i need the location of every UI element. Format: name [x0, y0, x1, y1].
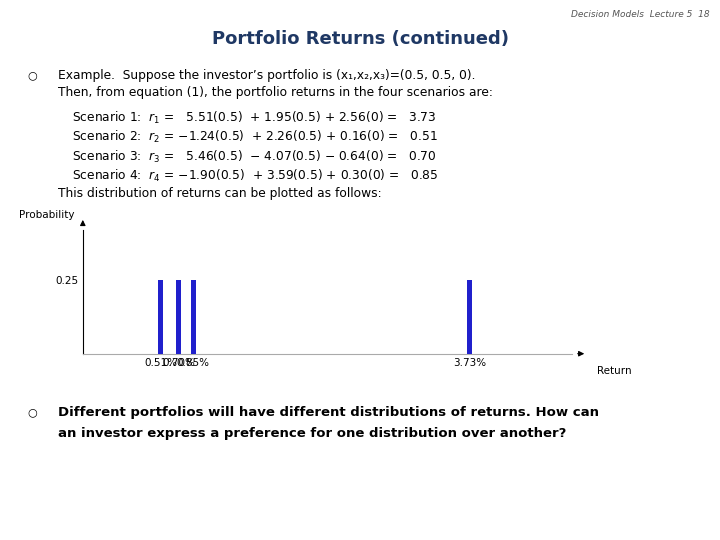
Text: Then, from equation (1), the portfolio returns in the four scenarios are:: Then, from equation (1), the portfolio r… [58, 86, 492, 99]
Text: Portfolio Returns (continued): Portfolio Returns (continued) [212, 30, 508, 48]
Text: Probability: Probability [19, 210, 75, 220]
Bar [467, 280, 472, 354]
Bar [176, 280, 181, 354]
Text: This distribution of returns can be plotted as follows:: This distribution of returns can be plot… [58, 187, 381, 200]
Text: Return: Return [597, 366, 631, 376]
Text: Example.  Suppose the investor’s portfolio is (x₁,x₂,x₃)=(0.5, 0.5, 0).: Example. Suppose the investor’s portfoli… [58, 69, 475, 82]
Text: ○: ○ [27, 70, 37, 80]
Text: an investor express a preference for one distribution over another?: an investor express a preference for one… [58, 427, 566, 440]
Text: Scenario 1:  $r_1$ =   5.51(0.5)  + 1.95(0.5) + 2.56(0) =   3.73: Scenario 1: $r_1$ = 5.51(0.5) + 1.95(0.5… [72, 110, 436, 126]
Text: ○: ○ [27, 408, 37, 418]
Text: Scenario 3:  $r_3$ =   5.46(0.5)  − 4.07(0.5) − 0.64(0) =   0.70: Scenario 3: $r_3$ = 5.46(0.5) − 4.07(0.5… [72, 148, 436, 165]
Bar [191, 280, 196, 354]
Text: Scenario 2:  $r_2$ = −1.24(0.5)  + 2.26(0.5) + 0.16(0) =   0.51: Scenario 2: $r_2$ = −1.24(0.5) + 2.26(0.… [72, 129, 438, 145]
Bar [158, 280, 163, 354]
Text: Scenario 4:  $r_4$ = −1.90(0.5)  + 3.59(0.5) + 0.30(0) =   0.85: Scenario 4: $r_4$ = −1.90(0.5) + 3.59(0.… [72, 168, 438, 184]
Text: Decision Models  Lecture 5  18: Decision Models Lecture 5 18 [570, 10, 709, 19]
Text: Different portfolios will have different distributions of returns. How can: Different portfolios will have different… [58, 406, 598, 419]
